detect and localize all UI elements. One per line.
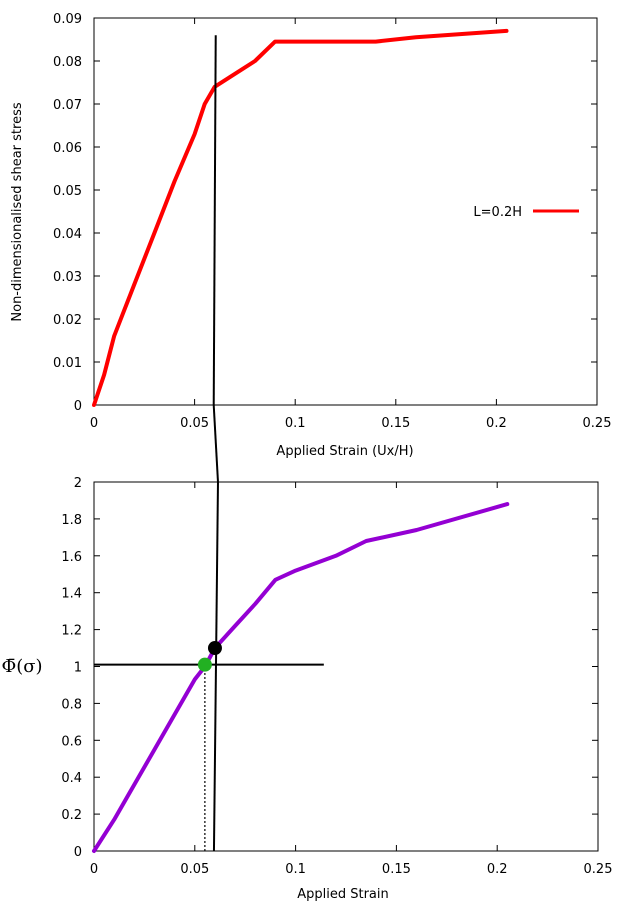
legend-entry-label: L=0.2H	[473, 205, 522, 220]
y-tick-label: 1	[74, 661, 82, 676]
green-point	[197, 657, 212, 672]
vertical-marker	[212, 481, 219, 852]
x-tick-label: 0.05	[180, 862, 209, 877]
y-tick-label: 0.6	[61, 734, 82, 749]
x-axis-label: Applied Strain	[297, 887, 389, 902]
x-tick-label: 0	[90, 416, 98, 431]
x-tick-label: 0.15	[382, 862, 411, 877]
marker-connector	[212, 404, 219, 483]
x-tick-label: 0.1	[285, 416, 306, 431]
x-tick-label: 0.2	[487, 862, 508, 877]
y-tick-label: 0.4	[61, 771, 82, 786]
x-tick-label: 0.25	[583, 416, 612, 431]
y-tick-label: 0.09	[53, 12, 82, 27]
x-tick-label: 0.05	[180, 416, 209, 431]
x-tick-label: 0.1	[285, 862, 306, 877]
y-axis-label: Non-dimensionalised shear stress	[10, 102, 25, 321]
legend: L=0.2H	[473, 205, 579, 220]
y-tick-label: 0.01	[53, 356, 82, 371]
y-tick-label: 0.07	[53, 98, 82, 113]
y-tick-label: 0	[74, 399, 82, 414]
y-tick-label: 0	[74, 845, 82, 860]
y-tick-label: 0.03	[53, 270, 82, 285]
y-tick-label: 0.05	[53, 184, 82, 199]
phi-chart: 0 0.05 0.1 0.15 0.2 0.25 0 0.2 0.4 0.6 0.8 1 1.2 1.4 1…	[1, 476, 612, 902]
x-tick-label: 0.15	[381, 416, 410, 431]
x-axis-label: Applied Strain (Ux/H)	[276, 444, 413, 459]
plot-frame	[93, 17, 598, 406]
x-tick-label: 0.25	[584, 862, 613, 877]
series-group	[92, 28, 509, 483]
x-tick-label: 0.2	[486, 416, 507, 431]
y-tick-label: 0.8	[61, 697, 82, 712]
y-tick-label: 1.2	[61, 624, 82, 639]
y-tick-label: 1.6	[61, 550, 82, 565]
series-group	[92, 481, 510, 853]
series-line-0	[92, 28, 509, 407]
y-axis-label: Φ̄(σ)	[1, 656, 42, 677]
y-tick-label: 0.2	[61, 808, 82, 823]
y-tick-label: 1.8	[61, 513, 82, 528]
tick-group: 0 0.05 0.1 0.15 0.2 0.25 0 0.2 0.4 0.6 0.8 1 1.2 1.4 1…	[61, 476, 612, 877]
y-tick-label: 0.08	[53, 55, 82, 70]
y-tick-label: 0.06	[53, 141, 82, 156]
x-tick-label: 0	[90, 862, 98, 877]
y-tick-label: 2	[74, 476, 82, 491]
shear-stress-chart: 0 0.05 0.1 0.15 0.2 0.25 0 0.01 0.02 0.03 0.04 0.05…	[10, 12, 611, 483]
plot-frame	[93, 481, 599, 852]
series-line-0	[92, 502, 510, 853]
black-point	[207, 641, 222, 656]
tick-group: 0 0.05 0.1 0.15 0.2 0.25 0 0.01 0.02 0.03 0.04 0.05…	[53, 12, 611, 431]
y-tick-label: 0.04	[53, 227, 82, 242]
y-tick-label: 1.4	[61, 587, 82, 602]
vertical-marker	[212, 35, 217, 406]
y-tick-label: 0.02	[53, 313, 82, 328]
